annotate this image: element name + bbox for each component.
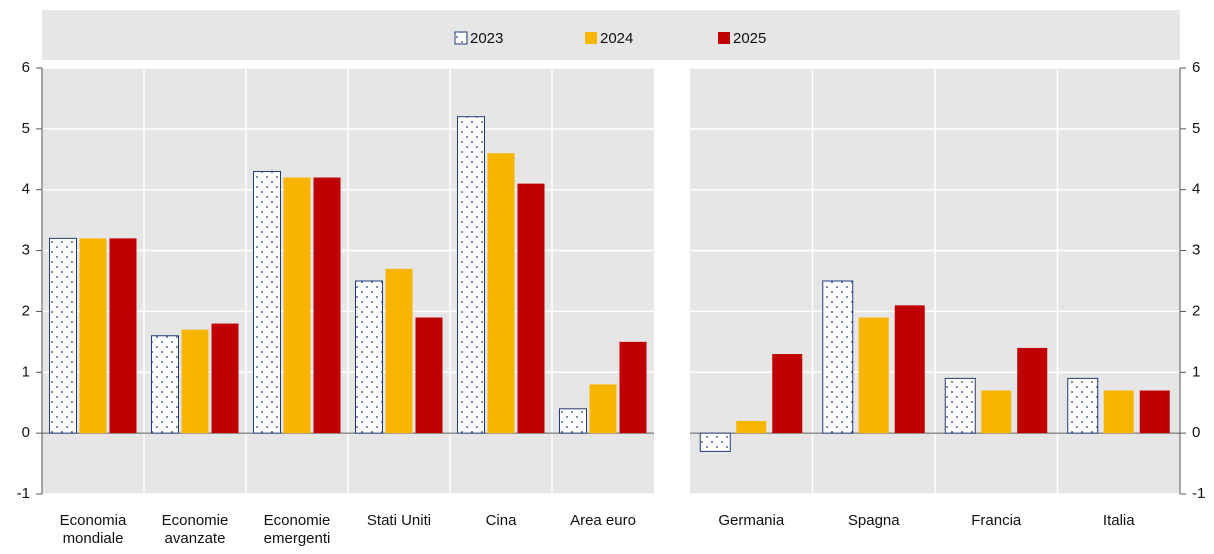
bar (1067, 377, 1099, 434)
y-tick-label: 1 (1192, 363, 1200, 380)
legend-swatch (585, 32, 597, 44)
x-tick-label: Economia mondiale (59, 512, 127, 547)
bar (487, 153, 515, 434)
y-tick-label: -1 (1192, 485, 1205, 502)
x-tick-label: Spagna (847, 512, 900, 529)
bar (589, 384, 617, 434)
legend-swatch (454, 31, 468, 45)
bar (385, 268, 413, 434)
bar (211, 323, 239, 434)
x-tick-label: Stati Uniti (366, 512, 432, 529)
bar (415, 317, 443, 434)
bar (736, 420, 767, 434)
y-tick-label: 3 (1192, 242, 1200, 259)
bar (151, 335, 179, 434)
x-tick-label: Cina (485, 512, 517, 529)
x-tick-label: Germania (718, 512, 785, 529)
y-tick-label: 3 (22, 242, 30, 259)
bar (822, 280, 854, 434)
legend-label: 2025 (733, 30, 766, 47)
y-tick-label: 5 (22, 120, 30, 137)
legend-label: 2023 (470, 30, 503, 47)
bar (109, 238, 137, 434)
bar (619, 341, 647, 434)
bar (559, 408, 587, 434)
legend-label: 2024 (600, 30, 633, 47)
x-tick-label: Area euro (570, 512, 636, 529)
bar (517, 183, 545, 434)
y-tick-label: 4 (22, 181, 30, 198)
bar (49, 237, 77, 434)
x-tick-label: Economie emergenti (263, 512, 331, 547)
x-tick-label: Economie avanzate (161, 512, 229, 547)
y-tick-label: 1 (22, 363, 30, 380)
bar (1103, 390, 1134, 434)
bar (79, 238, 107, 434)
bar (699, 432, 731, 452)
y-tick-label: -1 (17, 485, 30, 502)
y-tick-label: 0 (22, 424, 30, 441)
y-tick-label: 6 (1192, 59, 1200, 76)
bar (283, 177, 311, 434)
x-tick-label: Italia (1102, 512, 1135, 529)
bar (858, 317, 889, 434)
y-tick-label: 2 (1192, 302, 1200, 319)
x-tick-label: Francia (971, 512, 1022, 529)
bar (772, 354, 803, 434)
legend-swatch (718, 32, 730, 44)
bar (457, 116, 485, 434)
bar (944, 377, 976, 434)
bar (355, 280, 383, 434)
legend-band (42, 10, 1180, 60)
y-tick-label: 0 (1192, 424, 1200, 441)
bar (894, 305, 925, 434)
bar (981, 390, 1012, 434)
bar (253, 170, 281, 434)
y-tick-label: 4 (1192, 181, 1200, 198)
bar (1017, 347, 1048, 434)
y-tick-label: 2 (22, 302, 30, 319)
bar (181, 329, 209, 434)
bar (1139, 390, 1170, 434)
bar (313, 177, 341, 434)
y-tick-label: 6 (22, 59, 30, 76)
y-tick-label: 5 (1192, 120, 1200, 137)
